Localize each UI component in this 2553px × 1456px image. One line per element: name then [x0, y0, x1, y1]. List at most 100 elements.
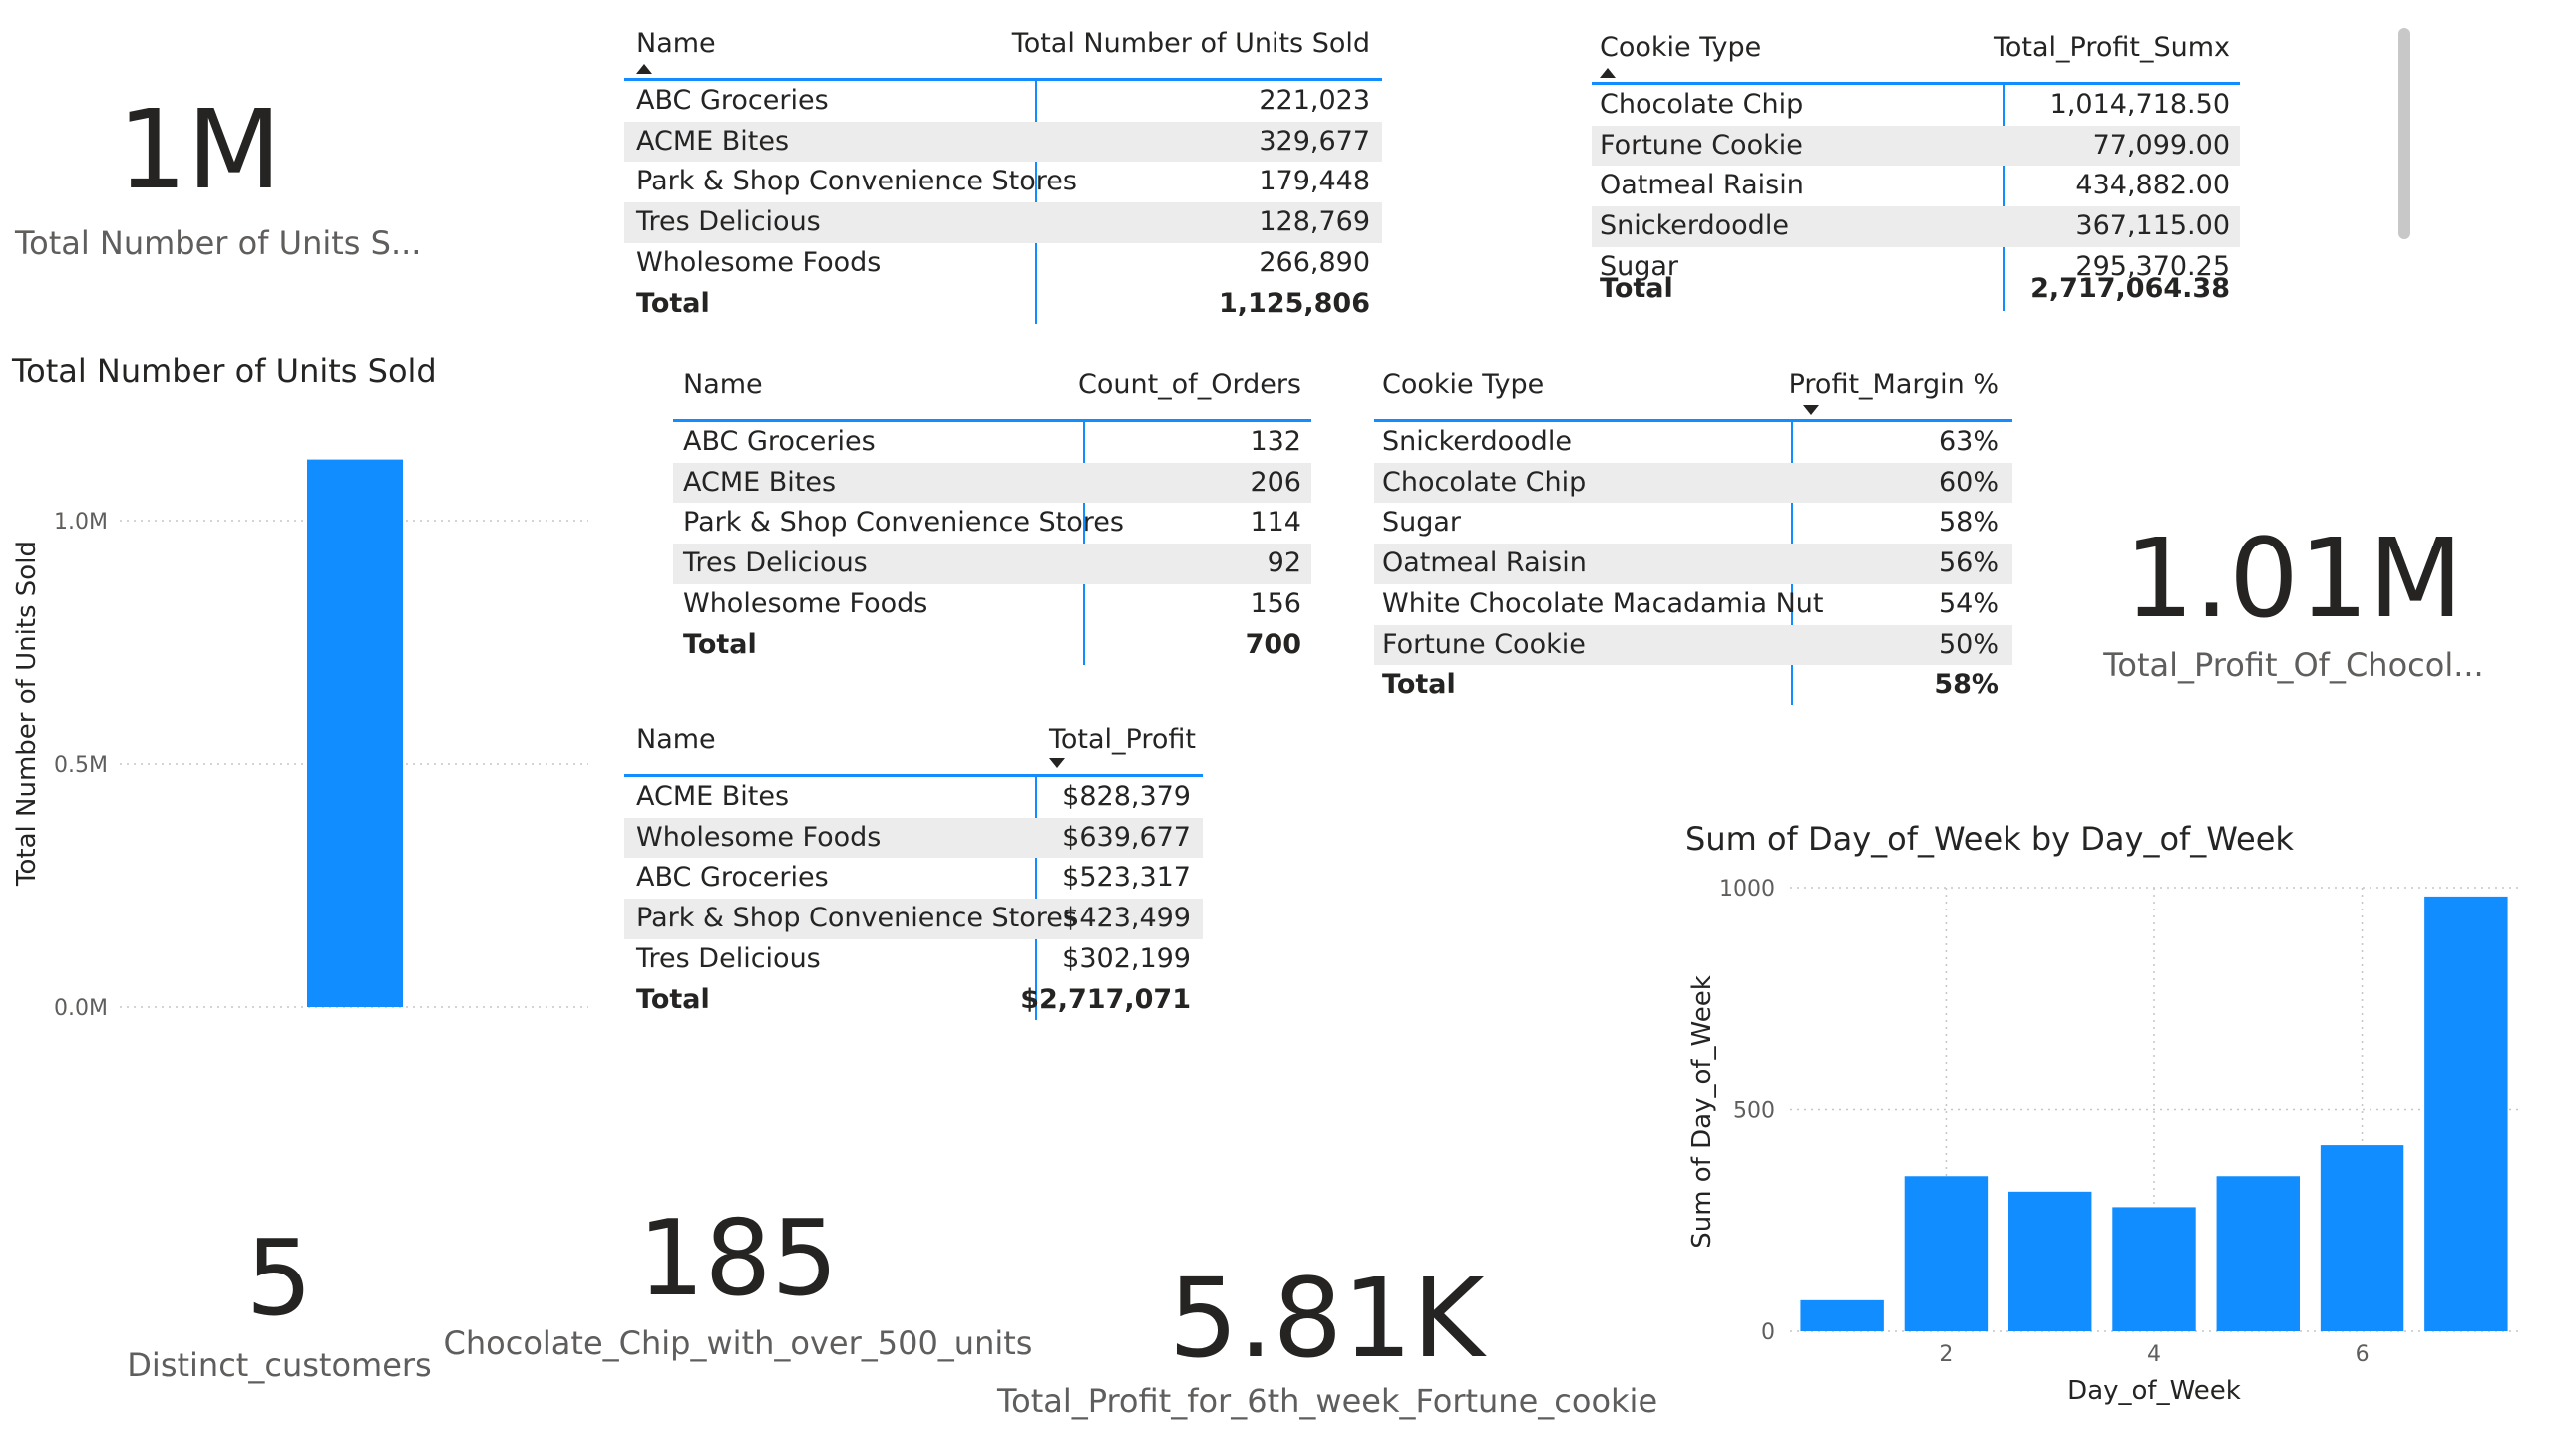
- cell-value: 156: [1250, 587, 1301, 619]
- table-row[interactable]: Snickerdoodle 63%: [1374, 422, 2012, 463]
- table-scrollbar[interactable]: [2398, 28, 2410, 239]
- sort-desc-icon[interactable]: [1803, 405, 1819, 415]
- table-row[interactable]: Park & Shop Convenience Stores 179,448: [624, 162, 1382, 202]
- table-row[interactable]: ABC Groceries 132: [673, 422, 1311, 463]
- cell-label: Wholesome Foods: [636, 246, 882, 278]
- cell-value: 114: [1250, 507, 1301, 539]
- units-chart[interactable]: 0.0M 0.5M 1.0M Total Number of Units Sold: [0, 399, 598, 1037]
- table-row[interactable]: Tres Delicious 128,769: [624, 202, 1382, 243]
- cell-value: 266,890: [1259, 246, 1370, 278]
- table-row[interactable]: ABC Groceries 221,023: [624, 81, 1382, 122]
- x-tick-label: 2: [1939, 1342, 1953, 1367]
- bar: [2424, 896, 2508, 1331]
- cell-label: Sugar: [1600, 250, 1679, 282]
- y-axis-label: Sum of Day_of_Week: [1687, 975, 1717, 1249]
- col-header-profit-margin[interactable]: Profit_Margin %: [1788, 369, 1999, 400]
- total-value: 58%: [1934, 669, 1999, 701]
- sort-desc-icon[interactable]: [1049, 758, 1065, 768]
- cell-label: ABC Groceries: [636, 862, 829, 894]
- cell-label: Chocolate Chip: [1600, 89, 1804, 120]
- profit-by-cookie-table[interactable]: Cookie Type Total_Profit_Sumx Chocolate …: [1592, 22, 2240, 311]
- sort-asc-icon[interactable]: [1600, 68, 1616, 78]
- cell-value: 179,448: [1259, 166, 1370, 197]
- table-row[interactable]: Tres Delicious $302,199: [624, 939, 1203, 980]
- bar: [307, 459, 403, 1007]
- col-header-name[interactable]: Name: [636, 724, 716, 755]
- units-by-customer-table[interactable]: Name Total Number of Units Sold ABC Groc…: [624, 20, 1382, 324]
- col-header-orders[interactable]: Count_of_Orders: [1077, 369, 1301, 400]
- total-label: Total: [636, 287, 710, 319]
- bar: [2008, 1191, 2092, 1331]
- table-row[interactable]: ABC Groceries $523,317: [624, 858, 1203, 899]
- col-header-name[interactable]: Name: [683, 369, 763, 400]
- x-tick-label: 4: [2147, 1342, 2161, 1367]
- total-value: 700: [1245, 628, 1301, 660]
- orders-by-customer-table[interactable]: Name Count_of_Orders ABC Groceries 132 ACM…: [673, 361, 1311, 665]
- col-header-total-profit[interactable]: Total_Profit: [1049, 724, 1196, 755]
- cell-label: Fortune Cookie: [1600, 129, 1803, 161]
- cell-label: Oatmeal Raisin: [1600, 170, 1804, 201]
- cell-label: Sugar: [1382, 507, 1462, 539]
- table-row[interactable]: Tres Delicious 92: [673, 544, 1311, 584]
- cell-value: $423,499: [1062, 903, 1191, 934]
- cell-value: 63%: [1938, 426, 1999, 457]
- table-row[interactable]: Wholesome Foods $639,677: [624, 817, 1203, 859]
- col-header-name[interactable]: Name: [636, 28, 716, 59]
- y-tick-label: 0.0M: [54, 996, 108, 1021]
- cell-label: Tres Delicious: [683, 547, 868, 579]
- x-axis-label: Day_of_Week: [2067, 1376, 2241, 1406]
- table-row[interactable]: Oatmeal Raisin 56%: [1374, 544, 2012, 584]
- cell-value: 60%: [1938, 466, 1999, 498]
- sort-asc-icon[interactable]: [636, 64, 652, 74]
- col-header-cookie-type[interactable]: Cookie Type: [1600, 32, 1762, 63]
- table-row[interactable]: Sugar 295,370.25: [1592, 247, 2240, 286]
- cell-label: ABC Groceries: [636, 85, 829, 116]
- column-divider: [1035, 777, 1037, 1020]
- table-header: Name Total_Profit: [624, 716, 1203, 777]
- cell-label: ACME Bites: [636, 125, 790, 157]
- y-tick-label: 0: [1761, 1320, 1775, 1345]
- cell-label: Chocolate Chip: [1382, 466, 1587, 498]
- cell-value: 295,370.25: [2075, 250, 2230, 282]
- total-label: Total: [683, 628, 757, 660]
- cell-value: 221,023: [1259, 85, 1370, 116]
- table-total-row: Total 58%: [1374, 665, 2012, 706]
- table-row[interactable]: Chocolate Chip 1,014,718.50: [1592, 85, 2240, 126]
- table-row[interactable]: Park & Shop Convenience Stores $423,499: [624, 899, 1203, 939]
- table-row[interactable]: White Chocolate Macadamia Nut 54%: [1374, 584, 2012, 625]
- cell-label: Park & Shop Convenience Stores: [636, 166, 1077, 197]
- cell-label: ACME Bites: [636, 781, 790, 812]
- cell-value: 50%: [1938, 628, 1999, 660]
- units-chart-title: Total Number of Units Sold: [12, 352, 437, 390]
- dow-chart[interactable]: 0 500 1000 2 4 6 Day_of_Week Sum of Day_of_Week: [1675, 858, 2533, 1426]
- table-row[interactable]: Wholesome Foods 156: [673, 584, 1311, 625]
- col-header-profit-sumx[interactable]: Total_Profit_Sumx: [1993, 32, 2230, 63]
- col-header-cookie-type[interactable]: Cookie Type: [1382, 369, 1545, 400]
- units-card-label: Total Number of Units S...: [15, 224, 422, 262]
- table-row[interactable]: Oatmeal Raisin 434,882.00: [1592, 166, 2240, 206]
- cell-label: Fortune Cookie: [1382, 628, 1586, 660]
- y-tick-label: 500: [1733, 1099, 1775, 1124]
- table-row[interactable]: Snickerdoodle 367,115.00: [1592, 206, 2240, 247]
- table-row[interactable]: Fortune Cookie 77,099.00: [1592, 125, 2240, 167]
- table-row[interactable]: Sugar 58%: [1374, 503, 2012, 544]
- table-row[interactable]: Fortune Cookie 50%: [1374, 624, 2012, 666]
- profit-by-customer-table[interactable]: Name Total_Profit ACME Bites $828,379 Whol…: [624, 716, 1203, 1020]
- table-row[interactable]: ACME Bites 329,677: [624, 121, 1382, 163]
- cell-label: Park & Shop Convenience Stores: [636, 903, 1077, 934]
- table-row[interactable]: Park & Shop Convenience Stores 114: [673, 503, 1311, 544]
- profit-margin-table[interactable]: Cookie Type Profit_Margin % Snickerdoodl…: [1374, 361, 2012, 705]
- column-divider: [1035, 81, 1037, 324]
- cell-value: 434,882.00: [2075, 170, 2230, 201]
- total-label: Total: [636, 983, 710, 1015]
- cell-label: Tres Delicious: [636, 206, 821, 238]
- choc-profit-card-value: 1.01M: [2124, 515, 2463, 642]
- table-row[interactable]: Chocolate Chip 60%: [1374, 462, 2012, 504]
- cell-value: $828,379: [1062, 781, 1191, 812]
- table-row[interactable]: Wholesome Foods 266,890: [624, 243, 1382, 284]
- cell-value: 58%: [1938, 507, 1999, 539]
- table-row[interactable]: ACME Bites 206: [673, 462, 1311, 504]
- column-divider: [2003, 85, 2005, 311]
- table-row[interactable]: ACME Bites $828,379: [624, 777, 1203, 818]
- col-header-units[interactable]: Total Number of Units Sold: [1011, 28, 1370, 59]
